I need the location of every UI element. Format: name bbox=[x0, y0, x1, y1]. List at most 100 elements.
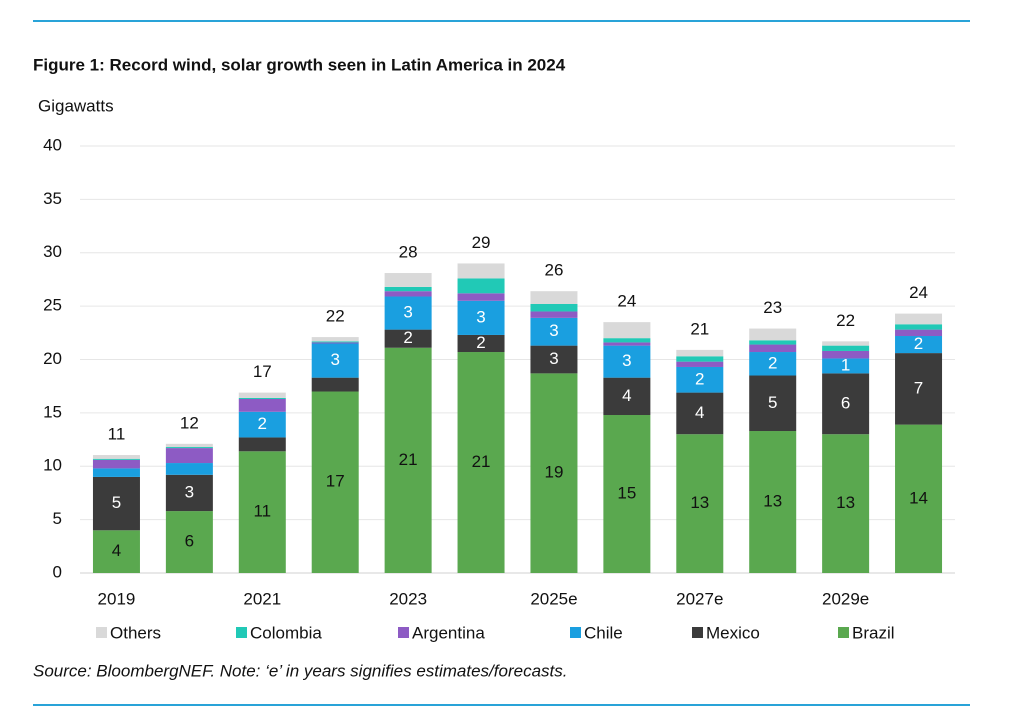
legend-label: Brazil bbox=[852, 623, 895, 642]
bar-segment bbox=[603, 342, 651, 346]
total-label: 29 bbox=[472, 233, 491, 252]
chart-title: Figure 1: Record wind, solar growth seen… bbox=[33, 55, 566, 74]
bar-segment bbox=[165, 447, 213, 449]
bar-segment bbox=[530, 317, 578, 346]
legend-swatch bbox=[838, 627, 849, 638]
legend-label: Argentina bbox=[412, 623, 485, 642]
bar-segment bbox=[895, 336, 943, 354]
bar-segment bbox=[676, 366, 724, 393]
bar-segment bbox=[384, 273, 432, 287]
bar-segment bbox=[603, 377, 651, 416]
total-label: 24 bbox=[617, 292, 636, 311]
bar-segment bbox=[822, 373, 870, 435]
x-tick-label: 2027e bbox=[676, 589, 723, 608]
y-tick-label: 0 bbox=[53, 562, 62, 581]
data-label: 3 bbox=[330, 350, 339, 369]
data-label: 11 bbox=[253, 502, 271, 521]
total-label: 22 bbox=[326, 307, 345, 326]
bar-segment bbox=[238, 451, 286, 573]
y-tick-label: 5 bbox=[53, 509, 62, 528]
legend-swatch bbox=[570, 627, 581, 638]
bar-segment bbox=[238, 397, 286, 399]
bar-segment bbox=[895, 313, 943, 325]
bar-segment bbox=[311, 391, 359, 573]
bar-segment bbox=[822, 341, 870, 346]
data-label: 3 bbox=[185, 482, 194, 501]
data-label: 21 bbox=[399, 450, 418, 469]
y-tick-label: 15 bbox=[43, 402, 62, 421]
data-label: 19 bbox=[544, 463, 563, 482]
legend-label: Chile bbox=[584, 623, 623, 642]
bar-segment bbox=[676, 349, 724, 357]
data-label: 2 bbox=[476, 333, 485, 352]
y-tick-label: 10 bbox=[43, 456, 62, 475]
bar-segment bbox=[384, 347, 432, 573]
bar-segment bbox=[92, 530, 140, 573]
bar-segment bbox=[749, 328, 797, 341]
bar-segment bbox=[92, 459, 140, 469]
data-label: 4 bbox=[622, 386, 631, 405]
bar-segment bbox=[92, 476, 140, 531]
bar-segment bbox=[165, 511, 213, 573]
x-tick-label: 2029e bbox=[822, 589, 869, 608]
x-tick-label: 2023 bbox=[389, 589, 427, 608]
source-note: Source: BloombergNEF. Note: ‘e’ in years… bbox=[33, 661, 567, 680]
data-label: 21 bbox=[472, 452, 491, 471]
x-tick-label: 2021 bbox=[243, 589, 281, 608]
bar-segment bbox=[311, 342, 359, 344]
legend-label: Mexico bbox=[706, 623, 760, 642]
data-label: 4 bbox=[112, 541, 121, 560]
bar-segment bbox=[384, 296, 432, 330]
bar-segment bbox=[749, 344, 797, 353]
bar-segment bbox=[530, 345, 578, 374]
legend-label: Colombia bbox=[250, 623, 322, 642]
bar-segment bbox=[676, 361, 724, 367]
data-label: 2 bbox=[403, 328, 412, 347]
bar-segment bbox=[457, 278, 505, 294]
data-label: 3 bbox=[403, 303, 412, 322]
total-label: 12 bbox=[180, 413, 199, 432]
bar-segment bbox=[822, 350, 870, 359]
bar-segment bbox=[749, 352, 797, 376]
y-tick-label: 35 bbox=[43, 189, 62, 208]
total-label: 11 bbox=[108, 425, 126, 444]
total-label: 24 bbox=[909, 283, 928, 302]
legend-swatch bbox=[236, 627, 247, 638]
data-label: 2 bbox=[258, 414, 267, 433]
bar-segment bbox=[676, 392, 724, 435]
total-label: 23 bbox=[763, 298, 782, 317]
data-label: 7 bbox=[914, 378, 923, 397]
data-label: 6 bbox=[841, 393, 850, 412]
data-label: 15 bbox=[617, 483, 636, 502]
bar-segment bbox=[530, 311, 578, 318]
bar-segment bbox=[603, 338, 651, 343]
data-label: 4 bbox=[695, 403, 704, 422]
bar-segment bbox=[895, 324, 943, 330]
bar-segment bbox=[165, 443, 213, 448]
data-label: 6 bbox=[185, 532, 194, 551]
bar-segment bbox=[92, 458, 140, 460]
total-label: 26 bbox=[544, 261, 563, 280]
bar-segment bbox=[165, 474, 213, 512]
total-label: 28 bbox=[399, 243, 418, 262]
bar-segment bbox=[311, 341, 359, 343]
data-label: 3 bbox=[549, 349, 558, 368]
legend-swatch bbox=[398, 627, 409, 638]
bar-segment bbox=[457, 334, 505, 353]
data-label: 5 bbox=[768, 393, 777, 412]
bar-segment bbox=[603, 415, 651, 573]
total-label: 21 bbox=[690, 319, 709, 338]
bar-segment bbox=[238, 411, 286, 438]
bar-segment bbox=[238, 398, 286, 412]
x-tick-label: 2019 bbox=[98, 589, 136, 608]
bar-segment bbox=[676, 434, 724, 573]
legend-swatch bbox=[96, 627, 107, 638]
bar-segment bbox=[457, 263, 505, 279]
bar-segment bbox=[165, 448, 213, 464]
bar-segment bbox=[676, 356, 724, 362]
data-label: 3 bbox=[476, 307, 485, 326]
total-label: 22 bbox=[836, 311, 855, 330]
bar-segment bbox=[238, 437, 286, 452]
total-label: 17 bbox=[253, 362, 272, 381]
